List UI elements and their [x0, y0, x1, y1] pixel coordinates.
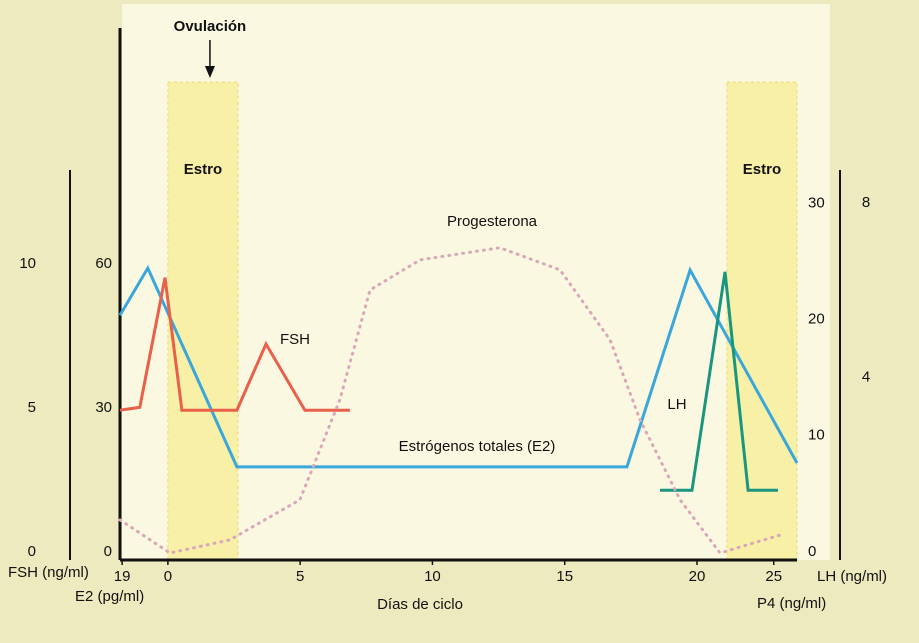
series-label: Progesterona — [447, 213, 538, 230]
series-label: FSH — [280, 331, 310, 348]
arrow-head — [204, 66, 215, 78]
y-tick-label: 4 — [862, 368, 870, 385]
estro-band — [726, 81, 798, 561]
y-tick-label: 20 — [808, 311, 825, 328]
series-line — [660, 271, 778, 492]
x-tick-label: 15 — [556, 568, 573, 585]
band-label: Estro — [184, 161, 222, 178]
y-tick-label: 10 — [808, 427, 825, 444]
estro-band — [167, 81, 239, 561]
x-tick-label: 20 — [689, 568, 706, 585]
band-label: Estro — [743, 161, 781, 178]
y-tick-label: 0 — [104, 543, 112, 560]
y-tick-label: 10 — [19, 255, 36, 272]
x-tick-label: 5 — [296, 568, 304, 585]
y-tick-label: 0 — [808, 543, 816, 560]
series-line — [118, 246, 782, 555]
y-axis-label: FSH (ng/ml) — [8, 564, 89, 581]
x-tick-label: 0 — [164, 568, 172, 585]
y-tick-label: 30 — [95, 399, 112, 416]
series-line — [118, 264, 799, 469]
series-line — [119, 277, 350, 412]
y-axis-label: P4 (ng/ml) — [757, 595, 826, 612]
x-tick-label: 19 — [114, 568, 131, 585]
x-tick-label: 10 — [424, 568, 441, 585]
annotation: Ovulación — [174, 18, 247, 35]
y-tick-label: 8 — [862, 194, 870, 211]
series-label: Estrógenos totales (E2) — [399, 438, 556, 455]
y-axis-label: E2 (pg/ml) — [75, 588, 144, 605]
y-tick-label: 5 — [28, 399, 36, 416]
series-label: LH — [667, 396, 686, 413]
x-tick-label: 25 — [765, 568, 782, 585]
y-tick-label: 30 — [808, 194, 825, 211]
y-axis-label: LH (ng/ml) — [817, 568, 887, 585]
y-tick-label: 60 — [95, 255, 112, 272]
y-tick-label: 0 — [28, 543, 36, 560]
x-axis-label: Días de ciclo — [377, 596, 463, 613]
